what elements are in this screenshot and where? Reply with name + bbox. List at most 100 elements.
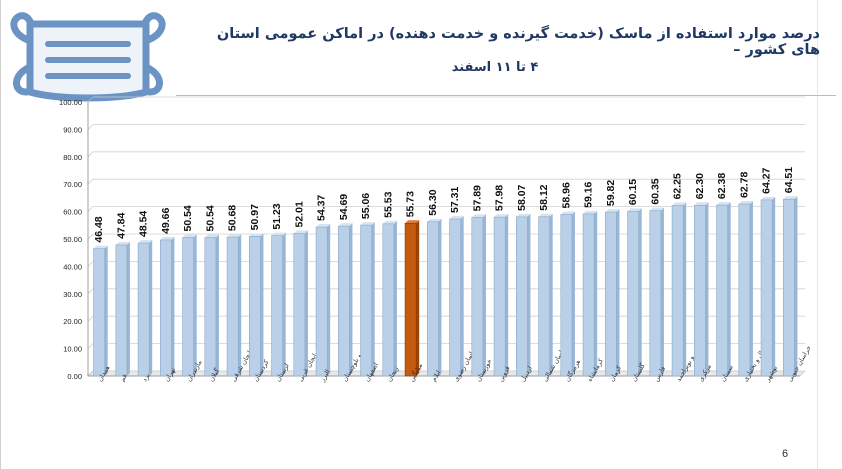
bar-value-label: 57.98 (494, 185, 506, 211)
bar-front (160, 239, 172, 377)
bar-value-label: 55.73 (405, 191, 417, 217)
bar (137, 240, 153, 377)
bar (582, 210, 598, 377)
bar-side (193, 234, 197, 376)
bar-value-label: 47.84 (115, 212, 127, 238)
bar-front (716, 204, 728, 377)
bar-value-label: 59.82 (605, 180, 617, 206)
bar-top (494, 214, 509, 218)
bar-side (505, 214, 509, 376)
bar-side (749, 200, 753, 376)
bar-top (293, 230, 308, 234)
bar (160, 236, 175, 377)
bar-front (627, 210, 639, 377)
bar-value-label: 62.38 (716, 173, 728, 199)
bar-value-label: 55.06 (360, 193, 372, 219)
bar (760, 196, 776, 377)
bar-value-label: 48.54 (138, 211, 150, 237)
bar-side (571, 211, 575, 376)
bar-value-label: 59.16 (583, 181, 595, 207)
bar-top (471, 214, 486, 218)
bar-top (227, 234, 242, 238)
bar (560, 211, 575, 377)
bar (605, 209, 620, 377)
bar (315, 224, 331, 377)
bar-top (182, 234, 197, 238)
bar-front (137, 242, 150, 377)
bar-front (226, 236, 239, 377)
bar (271, 232, 286, 377)
bar-top (427, 218, 442, 222)
slide-left-border (0, 0, 1, 469)
bar-value-label: 62.30 (694, 173, 706, 199)
bar-front (360, 224, 372, 377)
bar-side (238, 234, 242, 376)
bar-side (126, 241, 130, 376)
bar-front (760, 199, 773, 377)
bar-value-label: 62.78 (738, 172, 750, 198)
y-tick-label: 70.00 (63, 180, 82, 189)
bar-side (549, 213, 553, 376)
bar-average (404, 220, 420, 377)
bar-top (271, 232, 286, 236)
bar (382, 220, 397, 377)
bar-value-label: 52.01 (293, 201, 305, 227)
x-tick-label: قم (118, 373, 129, 383)
bar-value-label: 62.25 (672, 173, 684, 199)
bar-front (605, 211, 617, 377)
bar (538, 213, 553, 377)
bar (93, 245, 108, 377)
title-divider (176, 95, 836, 96)
gridline-side (87, 151, 94, 158)
slide-subtitle: ۴ تا ۱۱ اسفند (451, 60, 539, 75)
bar-top (649, 207, 664, 211)
bar-top (783, 196, 798, 200)
bar-value-label: 51.23 (271, 203, 283, 229)
bar-top (160, 236, 175, 240)
bar-value-label: 55.53 (382, 191, 394, 217)
bar-side (416, 220, 420, 376)
bar-value-label: 56.30 (427, 189, 439, 215)
bar-front (427, 221, 439, 377)
bar-top (93, 245, 108, 249)
bar-front (538, 216, 550, 377)
bar (249, 233, 264, 377)
bar-side (616, 209, 620, 376)
y-tick-label: 60.00 (63, 208, 82, 217)
bar-side (393, 220, 397, 376)
y-tick-label: 90.00 (63, 125, 82, 134)
bar-front (404, 222, 417, 377)
bar-top (316, 224, 331, 228)
bar-side (327, 224, 331, 376)
bar-front (471, 217, 484, 377)
bar-top (204, 234, 219, 238)
bar-value-label: 57.31 (449, 187, 461, 213)
bar-side (149, 240, 153, 376)
bar (338, 223, 353, 377)
gridline-side (87, 206, 94, 212)
bar-front (182, 237, 194, 377)
bar-value-label: 58.07 (516, 184, 528, 210)
bar-value-label: 58.12 (538, 184, 550, 210)
gridline-side (87, 288, 94, 295)
bar-top (583, 210, 598, 214)
bar-top (716, 202, 731, 206)
bar-top (560, 211, 575, 215)
bar (516, 213, 531, 377)
bar-top (249, 233, 264, 237)
bar (449, 215, 464, 377)
bar-front (93, 248, 105, 377)
y-tick-label: 30.00 (63, 290, 82, 299)
gridline-side (87, 343, 94, 349)
bar-value-label: 64.51 (783, 167, 795, 193)
bar-top (761, 196, 776, 200)
bar (182, 234, 197, 377)
gridline-side (87, 261, 94, 267)
gridline-side (87, 233, 94, 240)
y-tick-label: 40.00 (63, 262, 82, 271)
bar-value-label: 46.48 (93, 216, 105, 242)
x-tick-label: یزد (140, 372, 151, 383)
y-tick-label: 20.00 (63, 317, 82, 326)
y-tick-label: 10.00 (63, 345, 82, 354)
bar-front (783, 198, 795, 377)
